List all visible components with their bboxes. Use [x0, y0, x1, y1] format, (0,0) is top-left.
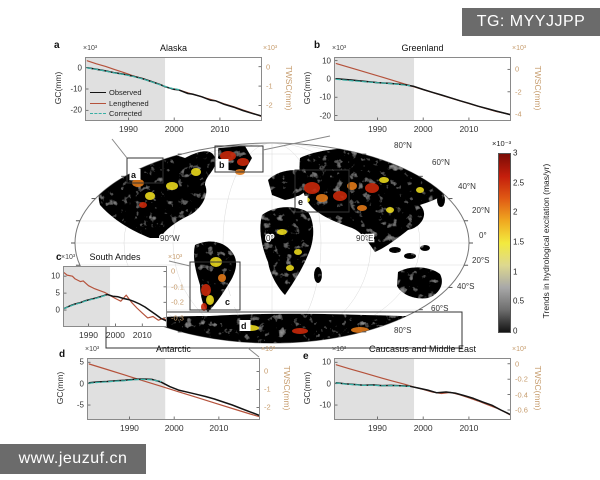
ytick-left-a: -10: [70, 84, 82, 94]
left-exponent-e: ×10³: [332, 346, 347, 353]
plot-area-b: [334, 57, 511, 121]
colorbar-tick-1: 1: [513, 267, 518, 277]
legend-swatch-corrected: [90, 113, 106, 114]
colorbar-exponent: ×10⁻³: [492, 139, 512, 148]
ytick-right-a: 0: [266, 62, 271, 72]
ytick-left-a: -20: [70, 105, 82, 115]
xtick-d: 1990: [119, 423, 139, 433]
panel-letter-c: c: [56, 252, 62, 263]
colorbar-tick-0: 0: [513, 326, 518, 336]
ytick-right-d: -1: [264, 384, 271, 394]
chart-title-e: Caucasus and Middle East: [368, 344, 477, 354]
right-exponent-e: ×10³: [512, 346, 527, 353]
ytick-left-c: 5: [55, 288, 60, 298]
ytick-right-a: -1: [266, 81, 273, 91]
series-corrected-b: [335, 78, 411, 87]
panel-letter-d: d: [59, 349, 66, 360]
panel-letter-a: a: [54, 40, 60, 51]
watermark-bottom: www.jeuzuf.cn: [0, 444, 146, 474]
ytick-left-e: 0: [326, 379, 331, 389]
legend-label-corrected: Corrected: [109, 109, 142, 118]
colorbar-tick-2: 2: [513, 207, 518, 217]
xtick-b: 2010: [459, 124, 479, 134]
y-axis-label-left-b: GC(mm): [302, 71, 312, 105]
xtick-d: 2010: [209, 423, 229, 433]
watermark-top: TG: MYYJJPP: [462, 8, 600, 36]
xtick-e: 1990: [367, 423, 387, 433]
ytick-right-e: 0: [515, 359, 520, 369]
chart-title-b: Greenland: [401, 43, 444, 53]
panel-letter-e: e: [303, 351, 309, 362]
plot-area-e: [334, 358, 511, 420]
xtick-a: 2010: [210, 124, 230, 134]
xtick-b: 1990: [367, 124, 387, 134]
ytick-right-e: -0.6: [515, 405, 528, 415]
legend-label-lengthened: Lengthened: [109, 98, 149, 108]
legend-item-corrected: Corrected: [90, 109, 142, 118]
xtick-e: 2010: [459, 423, 479, 433]
ytick-right-c: -0.2: [171, 297, 184, 307]
xtick-a: 1990: [118, 124, 138, 134]
ytick-left-a: 0: [77, 63, 82, 73]
plot-area-c: [63, 266, 167, 327]
colorbar-tick-1.5: 1.5: [513, 237, 525, 247]
right-exponent-b: ×10³: [512, 45, 527, 52]
series-corrected-a: [86, 67, 180, 91]
left-exponent-b: ×10³: [332, 45, 347, 52]
ytick-left-c: 10: [51, 271, 60, 281]
left-exponent-a: ×10³: [83, 45, 98, 52]
series-lengthened-d: [88, 363, 260, 418]
xtick-d: 2000: [164, 423, 184, 433]
ytick-right-a: -2: [266, 100, 273, 110]
colorbar-tick-3: 3: [513, 148, 518, 158]
plot-area-d: [87, 358, 260, 420]
chart-title-a: Alaska: [159, 43, 187, 53]
ytick-left-d: 5: [79, 357, 84, 367]
right-exponent-d: ×10³: [261, 346, 276, 353]
legend-item-observed: Observed: [90, 88, 142, 97]
left-exponent-c: ×10³: [61, 254, 76, 261]
ytick-right-b: -2: [515, 87, 522, 97]
legend-item-lengthened: Lengthened: [90, 99, 149, 108]
plot-area-a: [85, 57, 262, 121]
legend-swatch-observed: [90, 92, 106, 93]
ytick-left-d: -5: [76, 400, 84, 410]
right-exponent-c: ×10³: [168, 254, 183, 261]
ytick-right-c: -0.3: [171, 313, 184, 323]
panel-letter-b: b: [314, 40, 321, 51]
ytick-left-c: 0: [55, 305, 60, 315]
ytick-right-b: -4: [515, 109, 522, 119]
legend-label-observed: Observed: [109, 88, 142, 97]
colorbar-tick-2.5: 2.5: [513, 178, 525, 188]
series-corrected-e: [335, 382, 411, 387]
xtick-a: 2000: [164, 124, 184, 134]
ytick-right-b: 0: [515, 64, 520, 74]
ytick-right-c: -0.1: [171, 282, 184, 292]
xtick-b: 2000: [413, 124, 433, 134]
chart-title-d: Antarctic: [155, 344, 191, 354]
ytick-left-b: 10: [322, 56, 331, 66]
ytick-left-e: 10: [322, 357, 331, 367]
ytick-right-e: -0.4: [515, 390, 528, 400]
colorbar-gradient: [498, 153, 511, 333]
ytick-left-b: -10: [319, 92, 331, 102]
ytick-left-b: -20: [319, 111, 331, 120]
ytick-right-d: 0: [264, 366, 269, 376]
legend-swatch-lengthened: [90, 102, 106, 104]
chart-title-c: South Andes: [89, 252, 141, 262]
right-exponent-a: ×10³: [263, 45, 278, 52]
ytick-right-c: 0: [171, 266, 176, 276]
xtick-c: 2010: [132, 330, 152, 340]
ytick-left-d: 0: [79, 379, 84, 389]
ytick-right-e: -0.2: [515, 374, 528, 384]
series-corrected-d: [88, 378, 162, 384]
ytick-left-b: 0: [326, 74, 331, 84]
xtick-e: 2000: [413, 423, 433, 433]
ytick-left-e: -10: [319, 400, 331, 410]
left-exponent-d: ×10³: [85, 346, 100, 353]
colorbar-tick-0.5: 0.5: [513, 296, 525, 306]
ytick-right-d: -2: [264, 402, 271, 412]
